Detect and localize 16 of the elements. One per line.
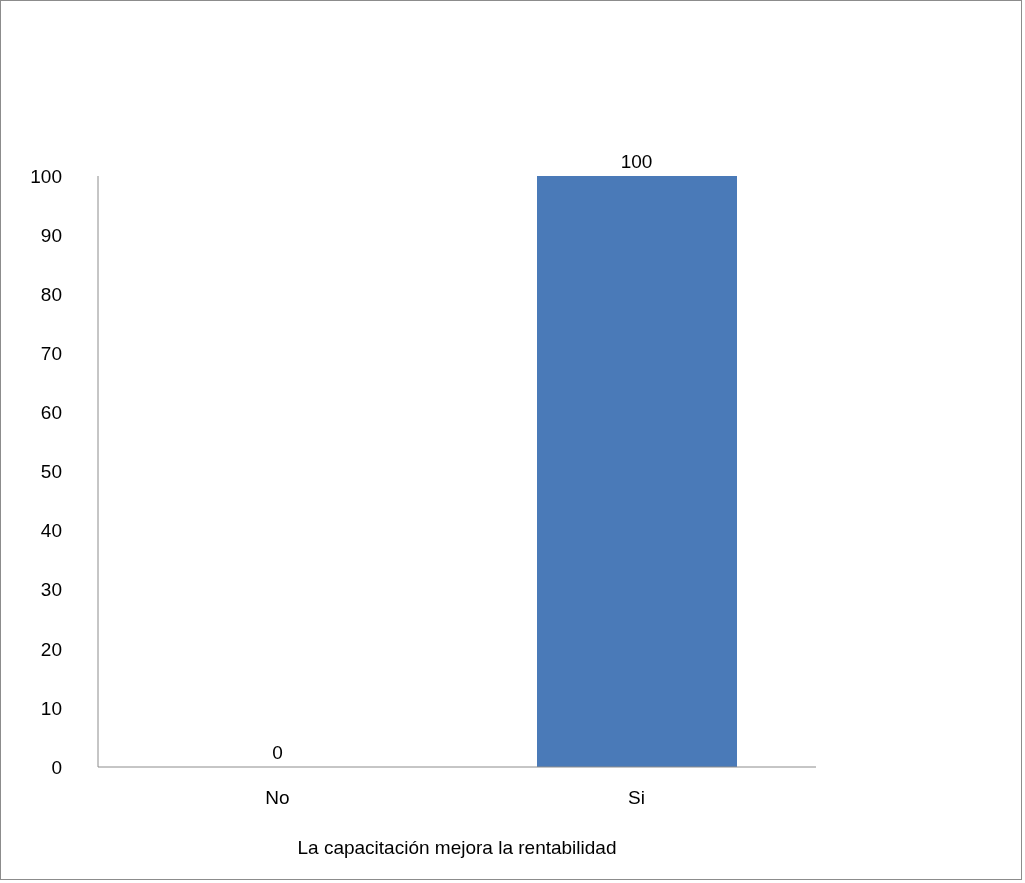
y-tick-label: 50 xyxy=(40,461,62,483)
y-tick-label: 100 xyxy=(30,165,62,187)
y-tick-label: 30 xyxy=(40,579,62,601)
x-tick-label: Si xyxy=(628,787,645,809)
y-tick-label: 70 xyxy=(40,343,62,365)
data-label: 100 xyxy=(620,151,653,172)
y-tick-label: 10 xyxy=(40,697,62,719)
x-axis-title: La capacitación mejora la rentabilidad xyxy=(297,837,617,858)
y-tick-label: 90 xyxy=(40,224,62,246)
data-label: 0 xyxy=(272,742,283,763)
x-tick-label: No xyxy=(265,787,290,809)
y-tick-label: 60 xyxy=(40,402,62,424)
y-tick-label: 80 xyxy=(40,283,62,305)
y-tick-label: 40 xyxy=(40,520,62,542)
y-tick-label: 20 xyxy=(40,638,62,660)
y-tick-label: 0 xyxy=(51,756,62,778)
